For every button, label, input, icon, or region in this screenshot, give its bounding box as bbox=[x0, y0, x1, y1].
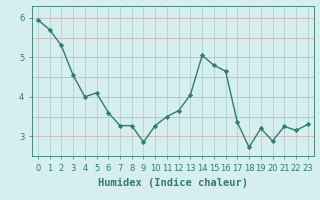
X-axis label: Humidex (Indice chaleur): Humidex (Indice chaleur) bbox=[98, 178, 248, 188]
